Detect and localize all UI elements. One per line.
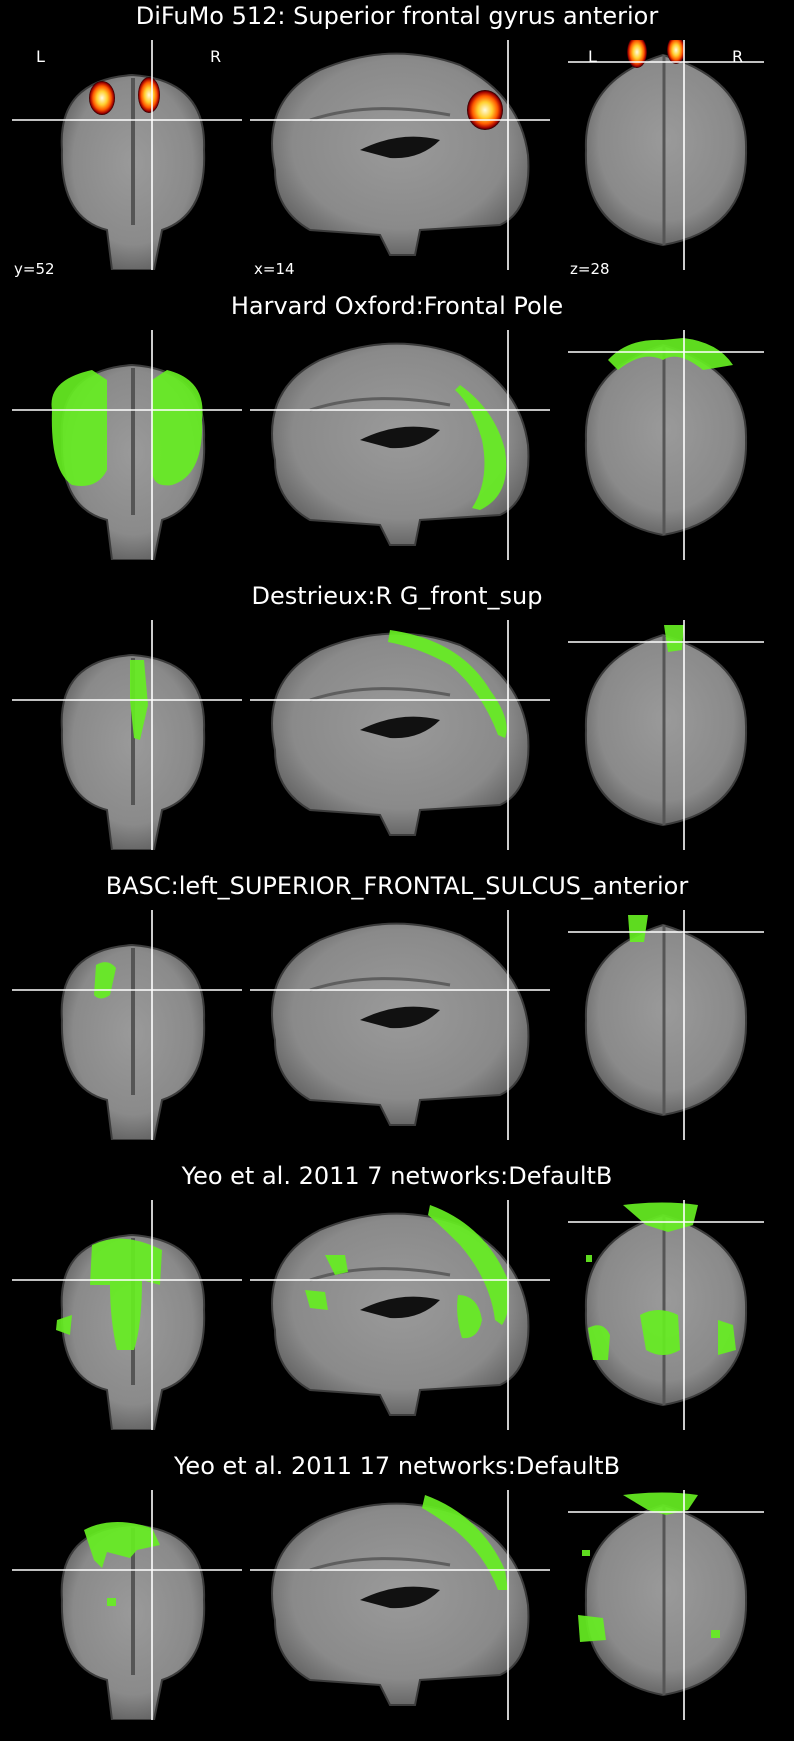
atlas-overlay-region [457,1295,482,1339]
activation-blob [138,77,160,113]
axial-slice [568,1200,764,1430]
sulcus-line [309,977,451,992]
atlas-overlay-region [325,1255,348,1275]
sulcus-line [309,107,451,122]
sagittal-slice [250,910,550,1140]
atlas-overlay-region [90,1238,162,1350]
atlas-panel-destrieux: Destrieux:R G_front_sup [0,580,794,870]
atlas-panel-yeo-17: Yeo et al. 2011 17 networks:DefaultB [0,1450,794,1740]
ventricle [360,1296,440,1319]
atlas-overlay-region [582,1550,590,1556]
coronal-slice [12,620,242,850]
atlas-overlay-region [51,370,107,486]
atlas-overlay-region [56,1315,72,1335]
atlas-overlay-region [388,630,507,738]
atlas-overlay-region [711,1630,720,1638]
axial-slice [568,40,764,270]
panel-title: Harvard Oxford:Frontal Pole [230,292,564,320]
ventricle [360,136,440,159]
ventricle [360,1586,440,1609]
atlas-overlay-region [305,1290,328,1310]
brain-tissue [584,923,748,1117]
axial-slice [568,330,764,560]
ventricle [360,1006,440,1029]
atlas-panel-difumo: DiFuMo 512: Superior frontal gyrus anter… [0,0,794,290]
atlas-overlay-region [718,1320,736,1355]
atlas-panel-basc: BASC:left_SUPERIOR_FRONTAL_SULCUS_anteri… [0,870,794,1160]
atlas-overlay-region [455,385,507,510]
coord-y-label: y=52 [14,260,55,278]
atlas-overlay-region [664,625,684,652]
coronal-slice [12,330,242,560]
atlas-panel-yeo-7: Yeo et al. 2011 7 networks:DefaultB [0,1160,794,1450]
orientation-right-coronal: R [210,47,222,66]
sulcus-line [309,1557,451,1572]
coronal-slice [12,1200,242,1430]
orientation-left-coronal: L [36,47,45,66]
sagittal-slice [250,1200,550,1430]
activation-blob [89,81,115,115]
panel-title: BASC:left_SUPERIOR_FRONTAL_SULCUS_anteri… [105,872,689,900]
panel-title: Yeo et al. 2011 17 networks:DefaultB [173,1452,621,1480]
panel-title: DiFuMo 512: Superior frontal gyrus anter… [135,2,659,30]
sulcus-line [309,397,451,412]
atlas-overlay-region [640,1310,680,1355]
atlas-overlay-region [428,1205,510,1325]
atlas-overlay-region [628,915,648,942]
sagittal-slice [250,40,550,270]
atlas-overlay-region [422,1495,508,1590]
brain-tissue [584,343,748,537]
sagittal-slice [250,330,550,560]
axial-slice [568,910,764,1140]
sagittal-slice [250,620,550,850]
ventricle [360,426,440,449]
sulcus-line [309,1267,451,1282]
coord-x-label: x=14 [254,260,295,278]
coronal-slice [12,910,242,1140]
atlas-overlay-region [623,1202,698,1232]
atlas-overlay-region [586,1255,592,1262]
atlas-overlay-region [588,1325,610,1360]
coord-z-label: z=28 [570,260,610,278]
coronal-slice [12,40,242,270]
atlas-overlay-region [623,1492,698,1515]
axial-slice [568,1490,764,1720]
panel-title: Yeo et al. 2011 7 networks:DefaultB [181,1162,613,1190]
sulcus-line [309,687,451,702]
panel-title: Destrieux:R G_front_sup [251,582,543,610]
brain-tissue [584,53,748,247]
brain-tissue [584,1213,748,1407]
activation-blob [667,40,685,64]
coronal-slice [12,1490,242,1720]
ventricle [360,716,440,739]
atlas-overlay-region [152,370,203,486]
orientation-left-axial: L [588,47,597,66]
atlas-panel-harvard-oxford: Harvard Oxford:Frontal Pole [0,290,794,580]
activation-blob [467,90,503,130]
atlas-overlay-region [107,1598,116,1606]
brain-tissue [584,633,748,827]
brain-tissue [584,1503,748,1697]
atlas-overlay-region [608,338,733,370]
axial-slice [568,620,764,850]
atlas-overlay-region [578,1615,606,1642]
sagittal-slice [250,1490,550,1720]
orientation-right-axial: R [732,47,744,66]
activation-blob [627,40,647,68]
atlas-overlay-region [84,1521,160,1568]
